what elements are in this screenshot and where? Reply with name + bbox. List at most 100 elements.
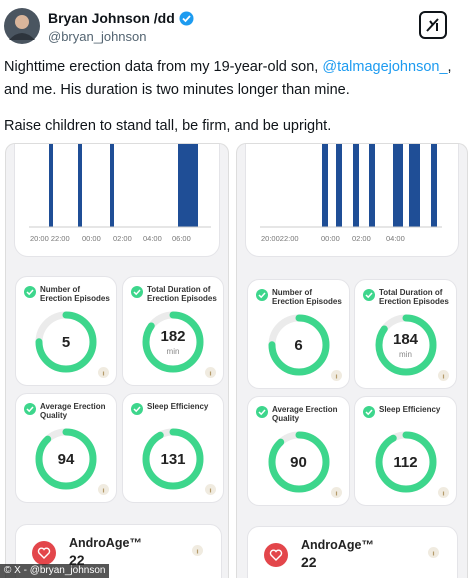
check-mark	[26, 406, 34, 413]
metric-value: 184	[392, 331, 419, 348]
tweet-text-line: and me. His duration is two minutes long…	[4, 82, 350, 98]
bar	[110, 144, 114, 227]
check-bg	[363, 406, 375, 418]
info-icon[interactable]	[428, 547, 439, 558]
author-name[interactable]: Bryan Johnson /dd	[48, 10, 175, 26]
info-icon[interactable]	[192, 545, 203, 556]
metric-label: Average Erection Quality	[272, 405, 338, 423]
verified-badge	[179, 11, 194, 26]
ring-progress	[35, 428, 97, 490]
image-caption: © X - @bryan_johnson	[0, 564, 110, 578]
androage-card: AndroAge™ 22	[247, 526, 458, 578]
tweet-text-start: Nighttime erection data from my 19-year-…	[4, 59, 319, 75]
time-label: 00:00	[82, 234, 101, 243]
bar	[49, 144, 53, 227]
bar-chart	[29, 144, 211, 228]
check-icon	[256, 406, 268, 418]
time-label: 20:00 22:00	[30, 234, 70, 243]
info-icon[interactable]	[331, 370, 342, 381]
info-icon[interactable]	[438, 487, 449, 498]
metric-card: Sleep Efficiency 112	[354, 396, 457, 506]
check-icon	[131, 403, 143, 415]
tweet-comma: ,	[447, 59, 452, 75]
ring-progress	[268, 314, 329, 376]
metric-value: 182	[160, 328, 186, 345]
check-mark	[365, 292, 373, 299]
progress-ring	[268, 431, 329, 493]
check-bg	[131, 286, 143, 298]
info-icon[interactable]	[98, 367, 109, 378]
metric-card: Total Duration of Erection Episodes 182 mi…	[122, 276, 224, 386]
time-label: 02:00	[352, 234, 371, 243]
androage-label: AndroAge™	[301, 538, 374, 552]
check-icon	[256, 289, 268, 301]
heart-bg	[264, 543, 288, 567]
tweet-text: Nighttime erection data from my 19-year-…	[4, 56, 452, 138]
screenshot-panel: 20:00 22:00 00:00 02:00 04:00 06:00 Number of…	[5, 143, 229, 578]
metric-label: Sleep Efficiency	[147, 402, 209, 411]
heart-bg	[32, 541, 56, 565]
avatar[interactable]	[4, 8, 40, 44]
time-label: 00:00	[321, 234, 340, 243]
androage-value: 22	[301, 554, 317, 570]
metric-unit: min	[166, 347, 180, 356]
ring-progress	[35, 311, 97, 373]
check-bg	[131, 403, 143, 415]
check-mark	[133, 406, 141, 413]
metric-card: Average Erection Quality 94	[15, 393, 117, 503]
check-mark	[133, 289, 141, 296]
time-label: 02:00	[113, 234, 132, 243]
info-icon[interactable]	[205, 484, 216, 495]
check-icon	[24, 286, 36, 298]
ring-progress	[142, 428, 204, 490]
progress-ring	[375, 314, 436, 376]
bar	[431, 144, 437, 227]
info-icon[interactable]	[98, 484, 109, 495]
metric-card: Number of Erection Episodes 6	[247, 279, 350, 389]
bar	[336, 144, 342, 227]
metric-value: 5	[61, 334, 71, 351]
progress-ring	[142, 428, 204, 490]
check-icon	[363, 289, 375, 301]
androage-label: AndroAge™	[69, 536, 142, 550]
check-bg	[256, 406, 268, 418]
bar	[78, 144, 82, 227]
check-bg	[256, 289, 268, 301]
check-bg	[24, 403, 36, 415]
bar	[178, 144, 198, 227]
progress-ring	[375, 431, 436, 493]
bar	[409, 144, 420, 227]
metric-label: Total Duration of Erection Episodes	[379, 288, 449, 306]
bar-chart	[260, 144, 442, 228]
time-label: 04:00	[143, 234, 162, 243]
ring-progress	[375, 431, 436, 493]
metric-label: Number of Erection Episodes	[272, 288, 342, 306]
check-icon	[24, 403, 36, 415]
time-label: 20:0022:00	[261, 234, 299, 243]
chart-card	[245, 144, 459, 257]
metric-label: Number of Erection Episodes	[40, 285, 110, 303]
metric-value: 94	[57, 451, 75, 468]
metric-value: 112	[393, 454, 418, 471]
mention-link[interactable]: @talmagejohnson_	[322, 59, 448, 75]
screenshot-panel: 20:0022:00 00:00 02:00 04:00 Number of Erect…	[236, 143, 468, 578]
heart-icon	[264, 543, 288, 567]
metric-value: 131	[160, 451, 186, 468]
info-icon[interactable]	[205, 367, 216, 378]
info-icon[interactable]	[438, 370, 449, 381]
bar	[393, 144, 403, 227]
chart-card	[14, 144, 220, 257]
author-handle[interactable]: @bryan_johnson	[48, 29, 147, 44]
check-icon	[363, 406, 375, 418]
heart-icon	[32, 541, 56, 565]
check-bg	[363, 289, 375, 301]
tweet-text-line: Raise children to stand tall, be firm, a…	[4, 118, 332, 134]
check-bg	[24, 286, 36, 298]
grok-icon[interactable]	[419, 11, 447, 39]
info-icon[interactable]	[331, 487, 342, 498]
check-mark	[365, 409, 373, 416]
progress-ring	[142, 311, 204, 373]
metric-unit: min	[399, 350, 412, 359]
metric-value: 6	[294, 337, 303, 354]
ring-progress	[142, 311, 204, 373]
